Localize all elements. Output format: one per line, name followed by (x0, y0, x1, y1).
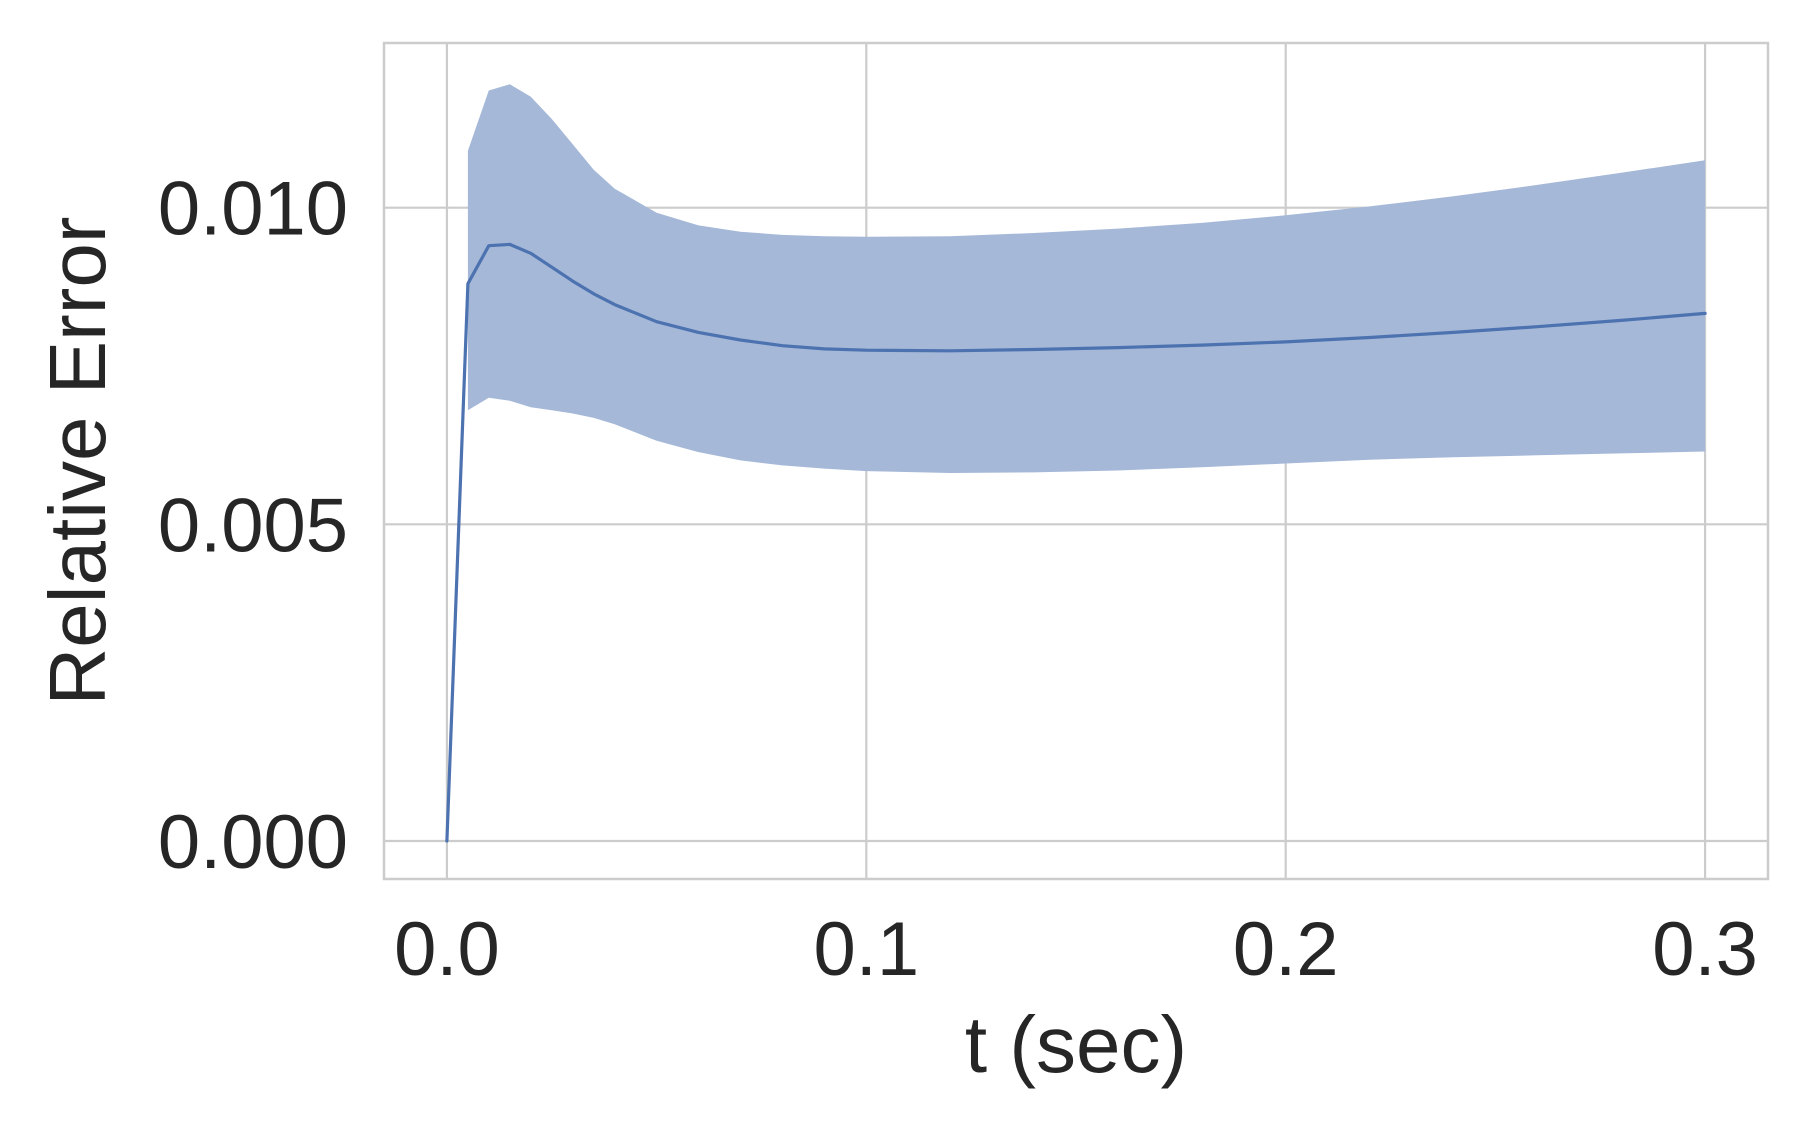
confidence-band (467, 84, 1706, 473)
x-tick-labels: 0.0 0.1 0.2 0.3 (394, 907, 1758, 992)
x-axis-label: t (sec) (965, 1000, 1187, 1089)
series-line-0 (445, 242, 1707, 843)
y-tick-label-2: 0.010 (158, 167, 348, 252)
x-tick-label-0: 0.0 (394, 907, 500, 992)
y-tick-label-1: 0.005 (158, 483, 348, 568)
error-band (467, 84, 1706, 473)
y-axis-label: Relative Error (33, 216, 122, 705)
y-tick-label-0: 0.000 (158, 800, 348, 885)
x-tick-label-3: 0.3 (1652, 907, 1758, 992)
plot-frame (382, 41, 1770, 881)
x-tick-label-1: 0.1 (813, 907, 919, 992)
y-tick-labels: 0.000 0.005 0.010 (158, 167, 348, 885)
x-tick-label-2: 0.2 (1233, 907, 1339, 992)
series-lines (445, 242, 1707, 843)
